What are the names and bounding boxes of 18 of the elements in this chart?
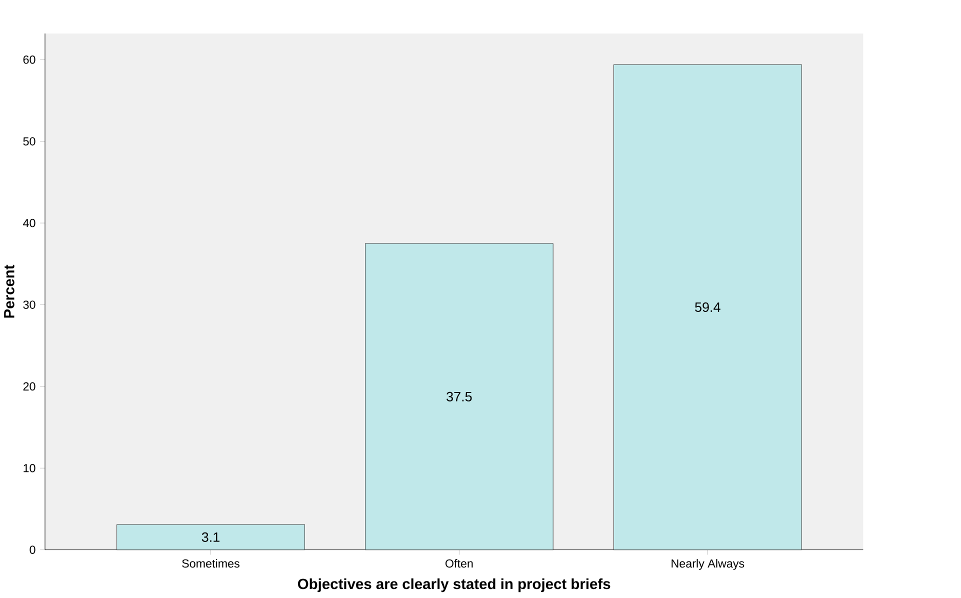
bar	[613, 64, 802, 550]
y-tick-label: 40	[23, 218, 36, 228]
bar	[116, 524, 305, 550]
y-tick-label: 50	[23, 137, 36, 146]
x-tick-label: Nearly Always	[672, 558, 744, 570]
data-label: 59.4	[695, 302, 720, 312]
y-axis-title: Percent	[4, 264, 14, 318]
x-tick-label: Sometimes	[182, 558, 240, 568]
bar	[365, 243, 554, 550]
x-tick-label: Often	[445, 558, 473, 568]
y-tick-label: 10	[24, 464, 36, 472]
y-tick-label: 20	[23, 382, 36, 390]
x-axis-title: Objectives are clearly stated in project briefs	[298, 578, 610, 592]
y-tick-label: 60	[23, 55, 36, 64]
y-tick-label: 0	[30, 546, 36, 554]
y-tick-label: 30	[23, 300, 36, 309]
data-label: 37.5	[446, 392, 472, 402]
data-label: 3.1	[202, 532, 220, 542]
